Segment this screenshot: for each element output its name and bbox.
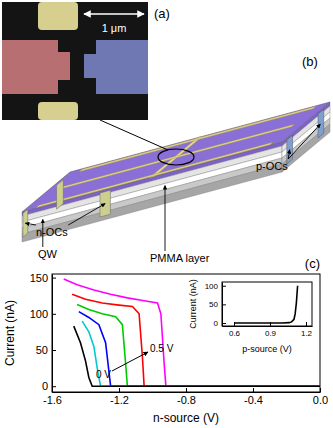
x-axis-title: n-source (V) — [153, 411, 219, 425]
gate-strip — [58, 124, 295, 189]
panel-label: (a) — [154, 6, 170, 21]
tick-label: 0.9 — [265, 329, 277, 338]
label-arrow — [288, 124, 320, 159]
plot-frame — [222, 282, 312, 326]
scale-bar-arrow — [84, 13, 144, 15]
tick: 50 — [209, 300, 226, 309]
tick-label: -0.8 — [177, 394, 196, 406]
zoom-connector — [100, 120, 168, 150]
panel-a: 1 μm (a) — [2, 2, 170, 120]
tick-mark — [222, 286, 226, 287]
label-arrow — [25, 223, 36, 225]
sem-background — [2, 2, 148, 120]
p-oc-contact — [318, 109, 324, 138]
annotation: 0.5 V — [150, 343, 174, 354]
tick: 1.2 — [301, 322, 313, 338]
y-axis-title: Current (nA) — [188, 279, 198, 329]
tick-label: 100 — [205, 282, 219, 291]
tick-label: 50 — [209, 300, 218, 309]
label-arrow — [165, 186, 166, 252]
tick-label: 0 — [214, 319, 219, 328]
series-line — [234, 286, 298, 323]
panel-label: (c) — [305, 256, 320, 271]
tick-mark — [222, 323, 226, 324]
annotation: 0 V — [96, 369, 111, 380]
panel-b: (b) n-OCs QW PMMA layer p-OCs — [22, 54, 330, 264]
tick-label: 0.0 — [313, 394, 328, 406]
tick-label: -1.6 — [43, 394, 62, 406]
tick-label: 0 — [42, 380, 48, 392]
gate-strip — [36, 142, 273, 207]
scale-bar-label: 1 μm — [102, 22, 127, 34]
inset-background — [188, 278, 316, 356]
tick-mark — [186, 388, 187, 392]
schematic-label: QW — [38, 248, 58, 260]
tick-label: -1.2 — [110, 394, 129, 406]
axis: -1.6 -1.2 -0.8 -0.4 0.0 — [43, 388, 328, 406]
tick: -0.4 — [244, 388, 263, 406]
tick-mark — [52, 278, 56, 279]
tick-label: 0.6 — [229, 329, 241, 338]
tick: 0.6 — [229, 322, 241, 338]
y-axis-title: Current (nA) — [3, 300, 17, 366]
tick: -1.2 — [110, 388, 129, 406]
tick-mark — [119, 388, 120, 392]
n-oc-contact — [57, 180, 64, 210]
tick-label: -0.4 — [244, 394, 263, 406]
panel-label: (b) — [302, 54, 318, 69]
tick-mark — [52, 350, 56, 351]
sem-gate-bottom — [38, 102, 78, 120]
tick-mark — [52, 386, 56, 387]
tick-label: 150 — [30, 272, 48, 284]
gate-strip — [79, 106, 316, 171]
sem-red-region — [2, 40, 70, 94]
plot-area — [234, 286, 298, 323]
main-chart: -1.6 -1.2 -0.8 -0.4 0.0 0 50 100 150 n-source (V)… — [3, 256, 328, 425]
tick: 0.9 — [265, 322, 277, 338]
tick-label: 50 — [36, 344, 48, 356]
label-arrow — [68, 204, 105, 225]
tick: 0 — [42, 380, 56, 392]
tick-mark — [306, 322, 307, 326]
schematic-label: n-OCs — [36, 226, 68, 238]
sem-gate-top — [38, 2, 78, 30]
label-arrow — [42, 219, 43, 247]
schematic-label: p-OCs — [256, 160, 288, 172]
tick-mark — [222, 304, 226, 305]
axis: 0 50 100 — [205, 282, 226, 328]
schematic-label: PMMA layer — [150, 252, 210, 264]
tick-label: 1.2 — [301, 329, 313, 338]
tick: 100 — [205, 282, 226, 291]
x-axis-title: p-source (V) — [242, 344, 292, 354]
inset-chart: 0.6 0.9 1.2 0 50 100 p-source (V) Current (nA) — [188, 279, 313, 354]
tick-mark — [253, 388, 254, 392]
figure: 1 μm (a) (b) n-OCs QW PMMA layer p-OCs -1.6 -1.2… — [0, 0, 333, 428]
plot-frame — [52, 274, 320, 392]
tick: 50 — [36, 344, 56, 356]
tick-label: 100 — [30, 308, 48, 320]
sem-blue-region — [84, 40, 148, 94]
tick: -0.8 — [177, 388, 196, 406]
annotation-arrow — [112, 352, 148, 371]
zoom-ellipse — [158, 149, 194, 165]
axis: 0.6 0.9 1.2 — [223, 322, 313, 338]
tick-mark — [52, 314, 56, 315]
tick: 0 — [214, 319, 226, 328]
